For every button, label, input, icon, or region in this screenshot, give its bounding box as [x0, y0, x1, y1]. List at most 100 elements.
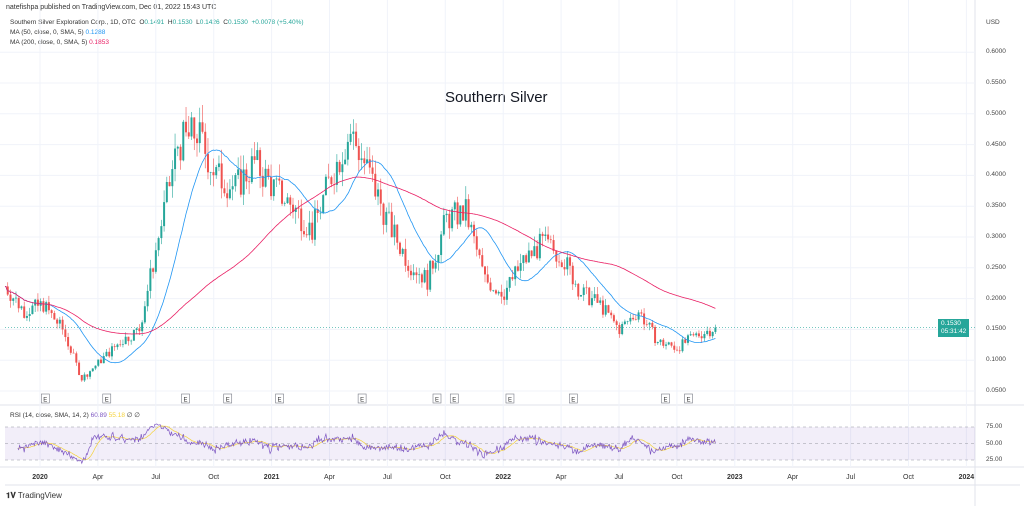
- candle-body: [23, 306, 26, 318]
- candle-body: [401, 248, 404, 254]
- candle-body: [500, 291, 503, 297]
- candle-body: [563, 267, 566, 270]
- time-tick-label: Oct: [439, 474, 451, 481]
- candle-body: [313, 209, 316, 240]
- earnings-marker-label: E: [183, 398, 187, 404]
- candle-body: [645, 324, 648, 326]
- chart-title: Southern Silver: [445, 89, 548, 106]
- candle-body: [209, 172, 212, 173]
- candle-body: [426, 270, 429, 290]
- candle-body: [440, 234, 443, 256]
- price-tick-label: 0.2500: [986, 263, 1006, 271]
- candle-body: [418, 274, 421, 276]
- candle-body: [64, 329, 67, 338]
- candle-body: [596, 294, 599, 303]
- candle-body: [686, 335, 689, 343]
- candle-body: [25, 315, 28, 318]
- candle-body: [297, 207, 300, 209]
- candle-body: [242, 169, 245, 195]
- candle-body: [215, 167, 218, 176]
- candle-body: [346, 141, 349, 160]
- candle-body: [102, 356, 105, 364]
- candle-body: [31, 305, 34, 315]
- candle-body: [316, 209, 319, 213]
- candle-body: [371, 167, 374, 174]
- earnings-marker-label: E: [452, 398, 456, 404]
- candle-body: [190, 117, 193, 137]
- candle-body: [659, 339, 662, 343]
- price-tick-label: 0.3000: [986, 233, 1006, 240]
- candle-body: [335, 161, 338, 185]
- earnings-marker-label: E: [105, 398, 109, 404]
- candle-body: [448, 213, 451, 229]
- rsi-band: [5, 427, 975, 460]
- time-tick-label: 2022: [495, 474, 511, 481]
- candle-body: [100, 359, 102, 364]
- candle-body: [368, 159, 371, 168]
- ma200-legend[interactable]: MA (200, close, 0, SMA, 5) 0.1853: [10, 39, 110, 46]
- time-tick-label: 2020: [32, 474, 48, 481]
- candle-body: [651, 322, 654, 328]
- earnings-marker: [357, 393, 367, 404]
- candle-body: [481, 255, 484, 267]
- candle-body: [135, 328, 138, 330]
- earnings-marker-label: E: [663, 398, 667, 404]
- candle-body: [121, 344, 124, 345]
- tradingview-logo[interactable]: 𝟏𝐕 TradingView: [6, 491, 62, 500]
- time-tick-label: 2023: [727, 474, 743, 481]
- candle-body: [681, 339, 684, 352]
- candle-body: [360, 158, 363, 161]
- candle-body: [599, 300, 602, 303]
- candle-body: [582, 287, 585, 296]
- candle-body: [673, 345, 676, 350]
- candle-body: [179, 146, 182, 161]
- candle-body: [409, 270, 412, 276]
- candle-body: [379, 189, 382, 204]
- price-tick-label: 0.4000: [986, 171, 1006, 179]
- published-info: natefishpa published on TradingView.com,…: [6, 4, 217, 11]
- candle-body: [157, 238, 160, 251]
- candle-body: [47, 302, 50, 311]
- candle-body: [250, 156, 253, 183]
- candle-body: [431, 260, 434, 269]
- candle-body: [706, 330, 709, 335]
- candle-body: [14, 297, 17, 299]
- candle-body: [423, 270, 426, 283]
- candle-body: [492, 290, 495, 291]
- candle-body: [470, 224, 473, 228]
- candle-body: [508, 277, 511, 288]
- candle-body: [604, 305, 607, 315]
- candle-body: [612, 315, 615, 322]
- candle-body: [541, 233, 544, 237]
- price-tick-label: 0.1500: [986, 325, 1006, 333]
- candle-body: [667, 342, 670, 345]
- candle-body: [569, 257, 572, 266]
- rsi-legend[interactable]: RSI (14, close, SMA, 14, 2) 60.89 55.18 …: [10, 412, 140, 419]
- candle-body: [607, 305, 610, 313]
- candle-body: [456, 202, 459, 225]
- candle-body: [132, 329, 135, 341]
- candle-body: [154, 250, 157, 272]
- earnings-marker-label: E: [226, 398, 230, 404]
- candle-body: [700, 336, 703, 339]
- ma50-legend[interactable]: MA (50, close, 0, SMA, 5) 0.1288: [10, 29, 106, 36]
- candle-body: [382, 203, 385, 225]
- candle-body: [234, 175, 237, 187]
- candle-body: [105, 351, 108, 357]
- time-tick-label: Oct: [671, 474, 683, 481]
- candle-body: [703, 334, 706, 339]
- candle-body: [404, 248, 407, 266]
- candle-body: [56, 319, 59, 324]
- candle-body: [20, 306, 23, 309]
- candle-body: [204, 131, 207, 154]
- candle-body: [270, 176, 273, 197]
- candle-body: [484, 266, 486, 275]
- earnings-marker-label: E: [687, 398, 691, 404]
- candle-body: [124, 336, 127, 345]
- candle-body: [494, 290, 497, 294]
- candle-body: [42, 301, 45, 312]
- price-tick-label: 0.3500: [986, 202, 1006, 210]
- candle-body: [231, 186, 234, 190]
- candle-body: [50, 310, 53, 314]
